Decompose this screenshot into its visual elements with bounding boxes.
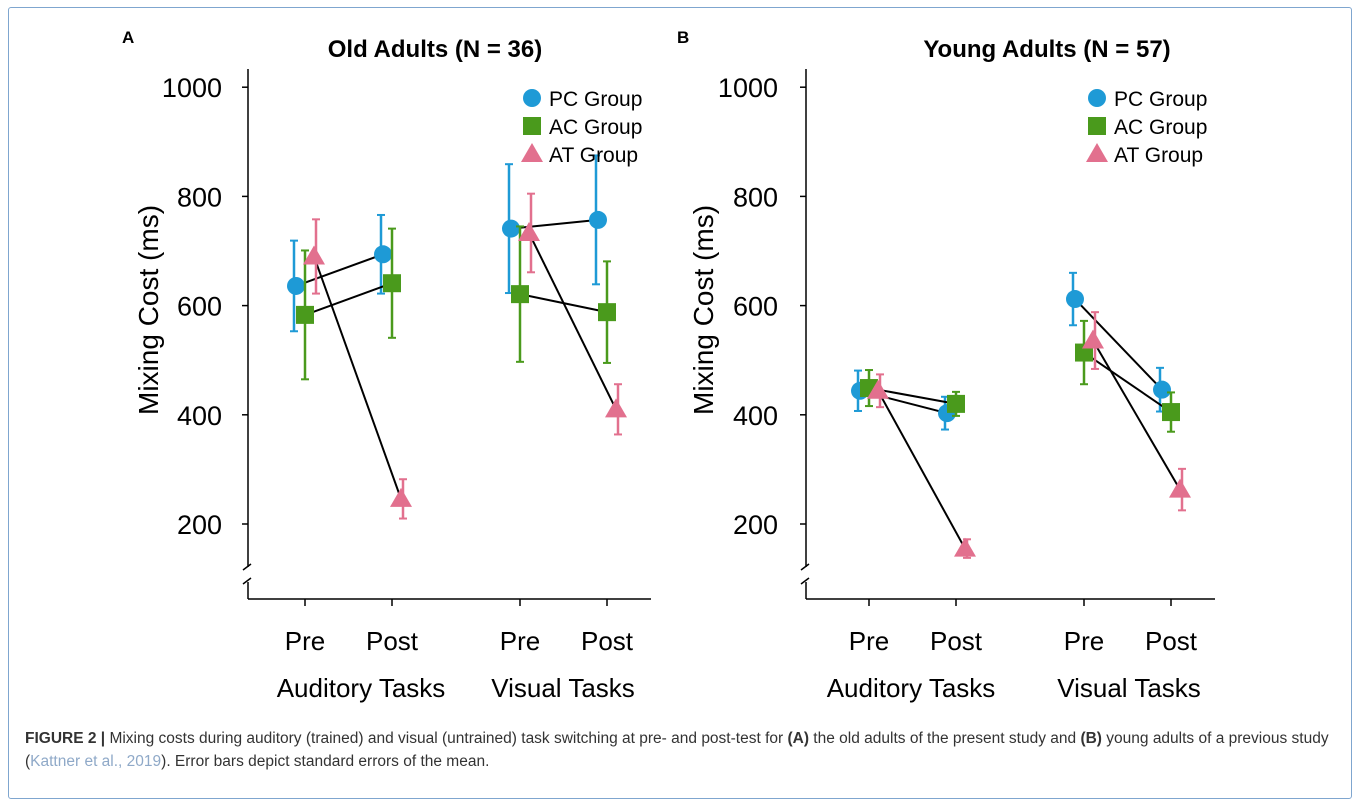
legend-label: AT Group xyxy=(549,144,638,167)
axis-break-mark xyxy=(242,563,252,571)
legend-marker xyxy=(521,143,543,162)
x-group-label: Visual Tasks xyxy=(1057,673,1201,703)
data-point xyxy=(511,285,529,304)
x-tick-label: Post xyxy=(930,626,983,656)
series-at xyxy=(867,311,1191,559)
legend-marker xyxy=(1088,89,1106,107)
connecting-line xyxy=(1074,298,1163,391)
chart-panel-b: B Young Adults (N = 57) 200 400 600 800 1000 Mi… xyxy=(677,28,1215,703)
x-tick-label: Post xyxy=(1145,626,1198,656)
y-axis-label: Mixing Cost (ms) xyxy=(688,205,719,415)
legend-marker xyxy=(1088,117,1106,135)
series-pc xyxy=(287,154,607,333)
x-tick-label: Pre xyxy=(849,626,889,656)
legend-marker xyxy=(1086,143,1108,162)
axis-break-mark xyxy=(242,577,252,585)
figure-frame xyxy=(8,7,1352,799)
data-point xyxy=(1066,290,1084,309)
axis-break-mark xyxy=(800,563,810,571)
connecting-line xyxy=(510,218,599,230)
data-point xyxy=(1153,380,1171,399)
panel-letter: A xyxy=(122,28,134,47)
y-tick-label: 800 xyxy=(733,182,778,212)
axis-break-mark xyxy=(800,577,810,585)
y-tick-label: 600 xyxy=(733,292,778,322)
y-tick-label: 800 xyxy=(177,182,222,212)
data-point xyxy=(502,219,520,238)
data-point xyxy=(1162,403,1180,422)
x-group-label: Visual Tasks xyxy=(491,673,635,703)
legend-label: AT Group xyxy=(1114,144,1203,167)
caption-text-3: young adults of a previous study ( xyxy=(25,730,1329,770)
data-point xyxy=(296,305,314,324)
legend: PC Group AC Group AT Group xyxy=(1086,88,1207,167)
figure-svg: A Old Adults (N = 36) 200 400 600 800 1000 Mixi… xyxy=(122,28,1215,703)
chart-title: Young Adults (N = 57) xyxy=(923,36,1170,63)
legend-label: AC Group xyxy=(549,116,642,139)
data-point xyxy=(867,379,889,399)
caption-text-2: the old adults of the present study and xyxy=(809,730,1081,747)
connecting-line xyxy=(528,232,617,410)
series-at xyxy=(303,192,627,520)
data-point xyxy=(287,276,305,295)
connecting-line xyxy=(877,390,966,550)
data-point xyxy=(1169,478,1191,498)
chart-title: Old Adults (N = 36) xyxy=(328,36,542,63)
y-tick-label: 1000 xyxy=(162,73,222,103)
y-tick-label: 400 xyxy=(733,401,778,431)
legend-label: PC Group xyxy=(549,88,642,111)
data-point xyxy=(598,303,616,322)
y-tick-label: 600 xyxy=(177,292,222,322)
data-point xyxy=(1082,329,1104,349)
figure-caption: FIGURE 2 | Mixing costs during auditory … xyxy=(25,727,1337,773)
legend-label: AC Group xyxy=(1114,116,1207,139)
caption-panel-b: (B) xyxy=(1080,730,1102,747)
x-tick-label: Post xyxy=(366,626,419,656)
caption-citation-link[interactable]: Kattner et al., 2019 xyxy=(30,753,162,770)
legend-marker xyxy=(523,117,541,135)
x-group-label: Auditory Tasks xyxy=(827,673,996,703)
y-axis-label: Mixing Cost (ms) xyxy=(133,205,164,415)
x-group-label: Auditory Tasks xyxy=(277,673,446,703)
series-ac xyxy=(296,225,616,381)
panel-letter: B xyxy=(677,28,689,47)
chart-panel-a: A Old Adults (N = 36) 200 400 600 800 1000 Mixi… xyxy=(122,28,651,703)
data-point xyxy=(374,245,392,264)
data-point xyxy=(947,394,965,413)
data-point xyxy=(589,210,607,229)
y-tick-label: 200 xyxy=(177,510,222,540)
data-point xyxy=(954,537,976,557)
data-point xyxy=(518,221,540,241)
data-point xyxy=(605,398,627,418)
caption-text-1: Mixing costs during auditory (trained) a… xyxy=(105,730,788,747)
caption-text-4: ). Error bars depict standard errors of … xyxy=(161,753,490,770)
legend-marker xyxy=(523,89,541,107)
y-tick-label: 1000 xyxy=(718,73,778,103)
data-point xyxy=(390,487,412,507)
connecting-line xyxy=(304,282,393,316)
y-tick-label: 200 xyxy=(733,510,778,540)
x-tick-label: Pre xyxy=(285,626,325,656)
y-tick-label: 400 xyxy=(177,401,222,431)
legend: PC Group AC Group AT Group xyxy=(521,88,642,167)
connecting-line xyxy=(1083,351,1172,413)
data-point xyxy=(303,245,325,265)
x-tick-label: Pre xyxy=(500,626,540,656)
data-point xyxy=(383,274,401,293)
connecting-line xyxy=(295,253,384,287)
connecting-line xyxy=(1092,340,1181,491)
series-pc xyxy=(851,271,1171,431)
series-ac xyxy=(860,319,1180,433)
connecting-line xyxy=(313,256,402,500)
caption-label: FIGURE 2 | xyxy=(25,730,106,747)
x-tick-label: Pre xyxy=(1064,626,1104,656)
legend-label: PC Group xyxy=(1114,88,1207,111)
caption-panel-a: (A) xyxy=(787,730,809,747)
x-tick-label: Post xyxy=(581,626,634,656)
